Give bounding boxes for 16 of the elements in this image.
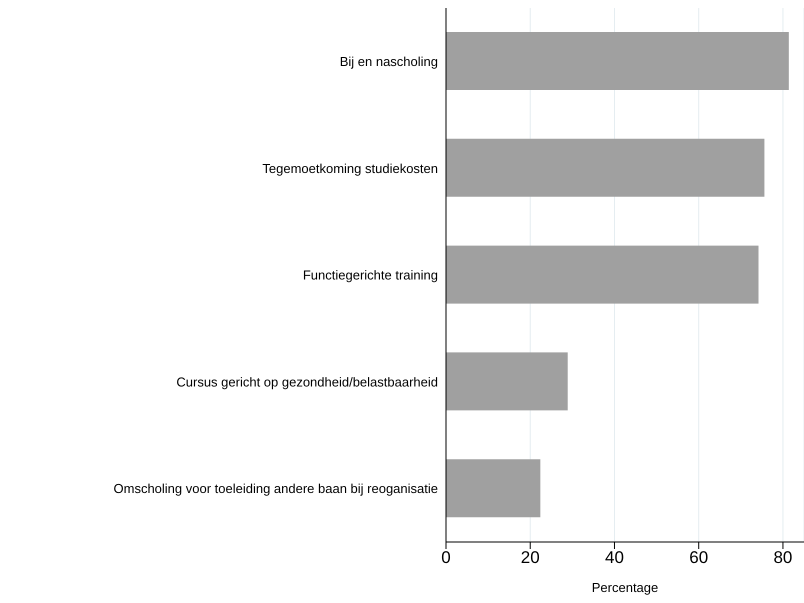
y-tick-label: Tegemoetkoming studiekosten [262, 160, 438, 176]
bar [446, 246, 759, 304]
bar [446, 32, 789, 90]
x-tick-label: 80 [773, 548, 792, 568]
x-tick-label: 60 [689, 548, 708, 568]
bar [446, 138, 764, 197]
y-tick-label: Bij en nascholing [340, 54, 438, 70]
y-tick-label: Cursus gericht op gezondheid/belastbaarheid [176, 374, 438, 390]
x-axis-title: Percentage [592, 580, 658, 595]
x-tick-label: 40 [605, 548, 624, 568]
x-tick-label: 0 [441, 548, 451, 568]
bar [446, 459, 540, 518]
bar [446, 352, 568, 410]
y-tick-label: Omscholing voor toeleiding andere baan bij reoganisatie [114, 481, 438, 496]
y-tick-label: Functiegerichte training [302, 268, 438, 283]
x-tick-label: 20 [520, 548, 540, 568]
